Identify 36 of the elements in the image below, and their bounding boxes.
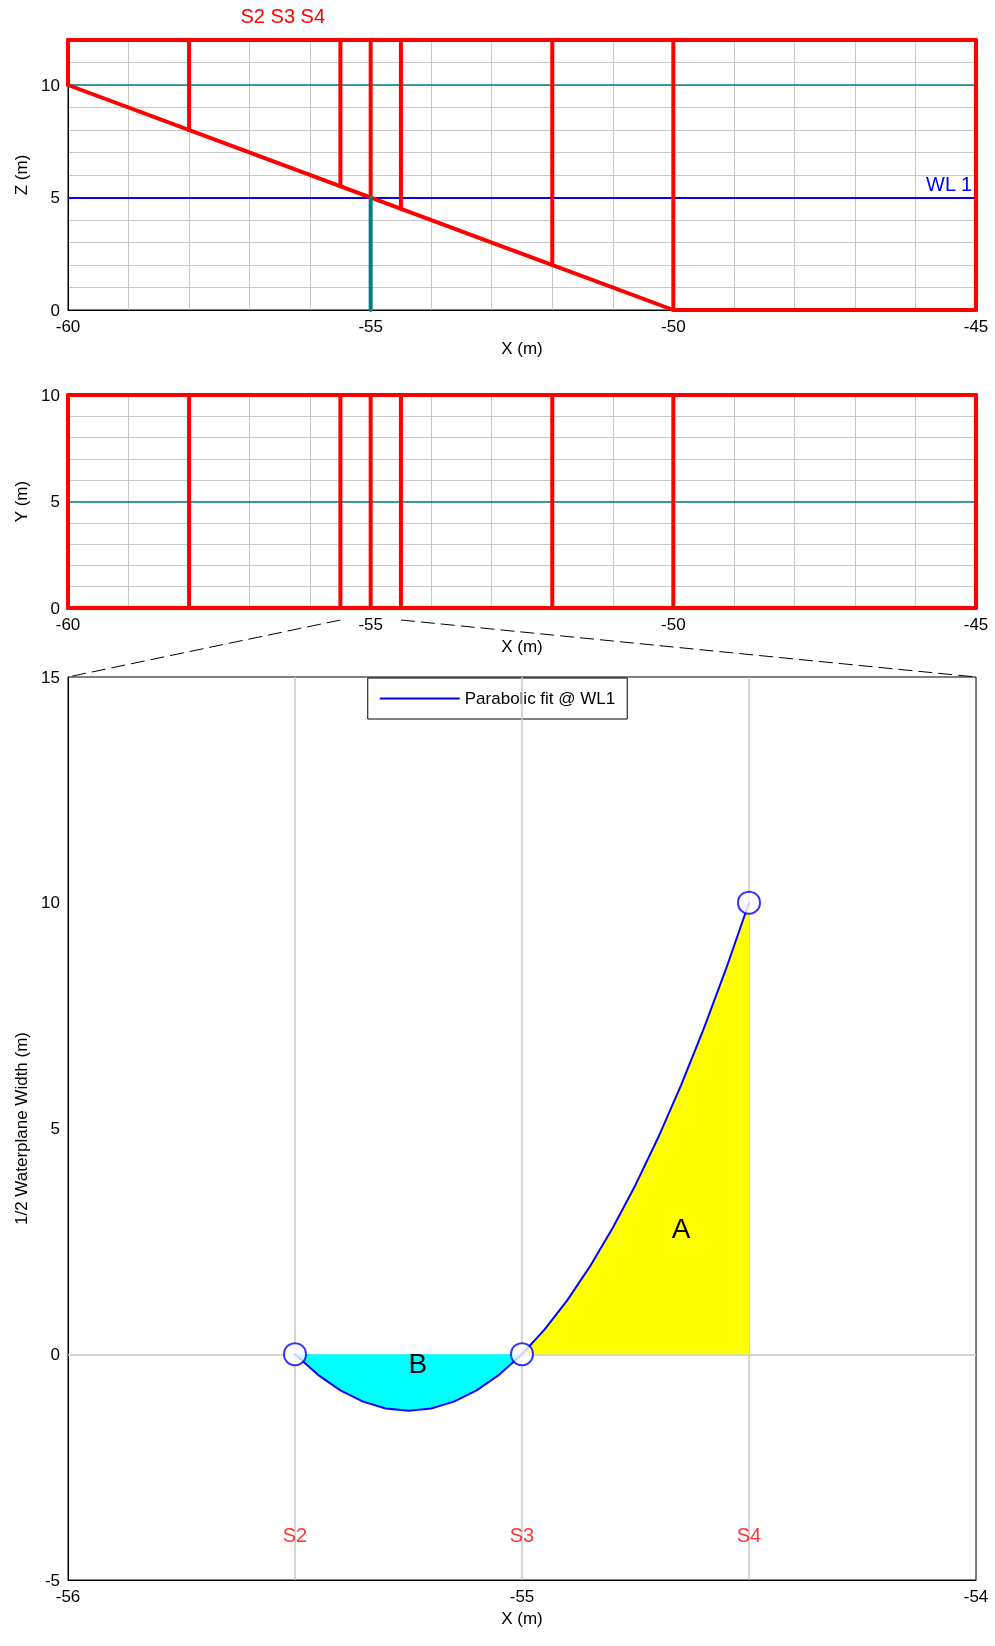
x-tick-label: -55 [358, 615, 383, 634]
x-tick-label: -55 [509, 1587, 535, 1606]
y-tick-label: 5 [50, 492, 60, 511]
x-axis-title: X (m) [501, 1609, 543, 1628]
x-tick-label: -50 [661, 615, 686, 634]
y-tick-label: 5 [50, 188, 60, 207]
y-axis-title: 1/2 Waterplane Width (m) [12, 1031, 31, 1226]
ref-line-label: WL 1 [926, 172, 972, 195]
x-tick-label: -45 [963, 317, 989, 336]
text: S2 S3 S4 [240, 5, 326, 27]
y-tick-label: 10 [41, 893, 60, 913]
x-tick-label: -60 [55, 317, 81, 336]
x-tick-label: -56 [55, 1587, 81, 1606]
x-tick-label: -45 [963, 615, 989, 634]
annotation: S4 [736, 1523, 762, 1546]
x-axis-title: X (m) [501, 637, 543, 656]
annotation: A [671, 1212, 691, 1244]
x-axis-title: X (m) [501, 339, 543, 358]
y-axis-title: Z (m) [12, 154, 31, 196]
x-tick-label: -55 [358, 317, 383, 336]
y-tick-label: -5 [44, 1570, 60, 1590]
y-tick-label: 10 [41, 385, 60, 405]
x-tick-label: -50 [661, 317, 686, 336]
annotation: S3 [509, 1523, 535, 1546]
annotation: B [408, 1348, 428, 1380]
y-tick-label: 5 [50, 1119, 60, 1138]
x-tick-label: -60 [55, 615, 81, 634]
y-tick-label: 0 [50, 300, 60, 320]
legend-label: Parabolic fit @ WL1 [464, 689, 616, 708]
y-tick-label: 0 [50, 598, 60, 618]
y-tick-label: 0 [50, 1344, 60, 1364]
y-axis-title: Y (m) [12, 480, 31, 523]
annotation: S2 [282, 1523, 308, 1546]
y-tick-label: 10 [41, 75, 60, 95]
x-tick-label: -54 [963, 1587, 989, 1606]
y-tick-label: 15 [41, 667, 60, 687]
